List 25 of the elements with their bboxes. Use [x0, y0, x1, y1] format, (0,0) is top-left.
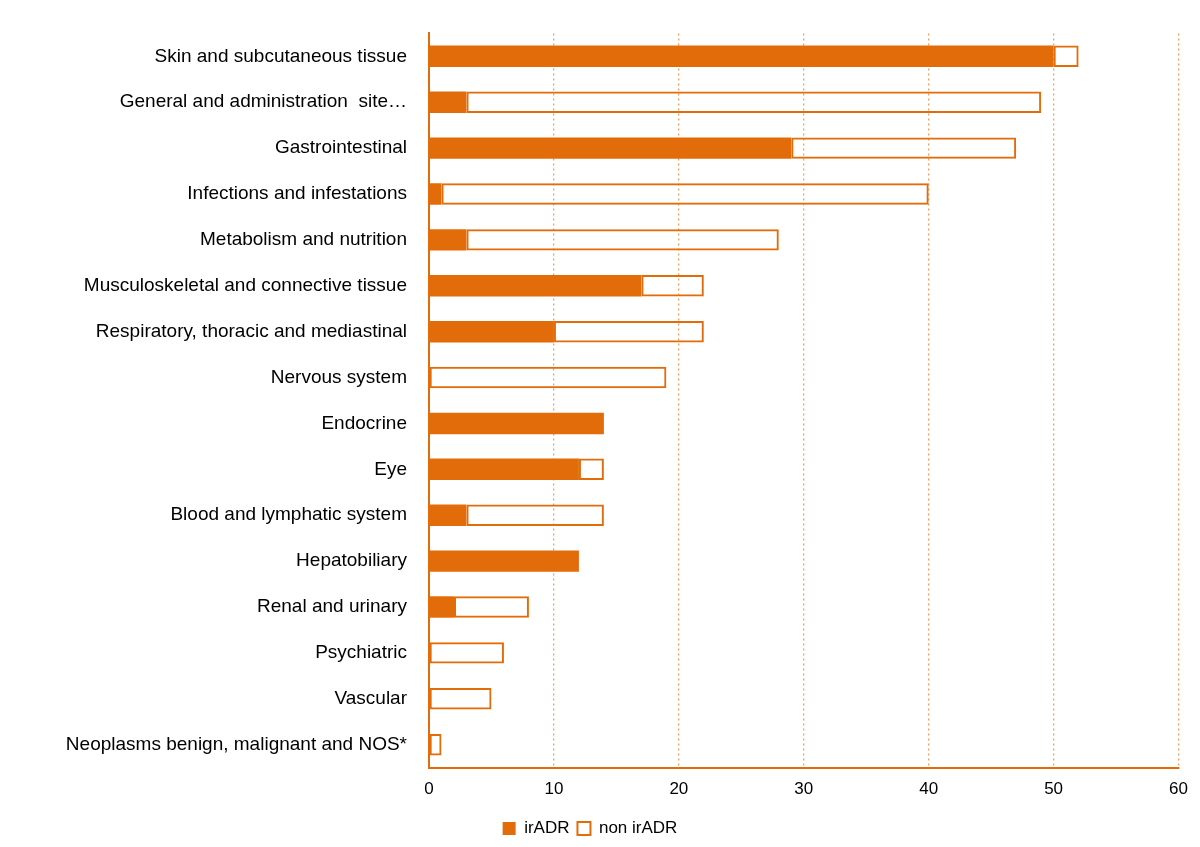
x-tick-label: 40: [919, 779, 939, 799]
y-tick-label: Infections and infestations: [187, 182, 407, 204]
y-tick-label: Endocrine: [321, 411, 407, 433]
y-tick-label: Hepatobiliary: [296, 549, 408, 571]
legend-label: irADR: [524, 818, 570, 838]
y-tick-label: Psychiatric: [315, 641, 407, 663]
y-tick-label: Vascular: [334, 687, 408, 708]
y-tick-label: Metabolism and nutrition: [200, 228, 407, 250]
y-tick-label: Gastrointestinal: [274, 136, 407, 158]
x-tick-label: 0: [424, 779, 434, 799]
y-tick-label: Respiratory, thoracic and mediastinal: [95, 319, 407, 341]
x-tick-label: 30: [794, 779, 814, 799]
y-tick-label: Renal and urinary: [257, 595, 408, 617]
x-tick-label: 60: [1169, 779, 1189, 799]
y-tick-label: Skin and subcutaneous tissue: [154, 44, 407, 66]
legend-label: non irADR: [598, 818, 678, 838]
x-tick-label: 20: [669, 779, 689, 799]
y-tick-label: Eye: [374, 457, 407, 479]
y-tick-label: Blood and lymphatic system: [170, 503, 407, 525]
x-tick-label: 50: [1044, 779, 1064, 799]
y-tick-label: Nervous system: [270, 365, 407, 387]
y-tick-label: Neoplasms benign, malignant and NOS*: [65, 732, 408, 754]
x-tick-label: 10: [544, 779, 564, 799]
y-tick-label: Musculoskeletal and connective tissue: [83, 274, 407, 296]
y-tick-label: General and administration site…: [119, 90, 407, 112]
